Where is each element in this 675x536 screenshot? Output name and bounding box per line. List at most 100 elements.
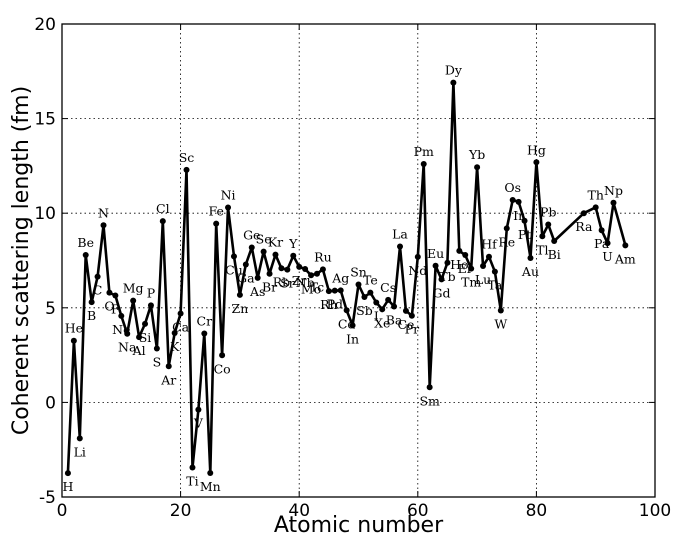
- point-label-Au: Au: [521, 264, 539, 279]
- data-point-Am: [622, 242, 629, 249]
- data-point-Pd: [331, 287, 338, 294]
- point-label-Re: Re: [498, 234, 515, 249]
- data-point-N: [100, 222, 107, 229]
- point-label-Np: Np: [604, 183, 623, 198]
- data-point-Sr: [284, 266, 291, 273]
- point-label-La: La: [392, 226, 408, 241]
- data-point-Sc: [183, 166, 190, 173]
- point-label-H: H: [62, 479, 73, 494]
- data-point-Ge: [248, 244, 255, 251]
- data-point-Pa: [598, 227, 605, 234]
- point-label-As: As: [249, 284, 265, 299]
- data-point-Cs: [385, 296, 392, 303]
- point-label-Eu: Eu: [427, 246, 444, 261]
- point-label-K: K: [170, 339, 180, 354]
- x-tick-label: 20: [170, 501, 192, 521]
- point-label-U: U: [602, 249, 613, 264]
- y-tick-label: 0: [45, 393, 56, 413]
- point-label-Tb: Tb: [439, 269, 455, 284]
- point-label-Y: Y: [288, 236, 298, 251]
- data-point-Ar: [165, 363, 172, 370]
- data-point-Rb: [278, 265, 285, 272]
- data-point-Ti: [189, 464, 196, 471]
- data-point-Hf: [485, 253, 492, 260]
- x-tick-label: 100: [639, 501, 671, 521]
- data-point-Se: [260, 248, 267, 255]
- data-point-S: [153, 345, 160, 352]
- point-label-Cd: Cd: [338, 316, 356, 331]
- data-point-Mo: [308, 272, 315, 279]
- data-point-Ce: [402, 307, 409, 314]
- data-point-Dy: [450, 79, 457, 86]
- data-point-Ho: [456, 247, 463, 254]
- data-point-B: [88, 299, 95, 306]
- point-label-Kr: Kr: [268, 235, 283, 250]
- data-point-Eu: [432, 262, 439, 269]
- data-point-Ra: [580, 210, 587, 217]
- data-point-Re: [503, 225, 510, 232]
- point-label-Rb: Rb: [273, 274, 290, 289]
- point-label-Al: Al: [132, 343, 146, 358]
- point-label-Hg: Hg: [527, 142, 546, 157]
- data-point-K: [171, 329, 178, 336]
- point-label-Pt: Pt: [518, 227, 531, 242]
- point-label-Sc: Sc: [179, 150, 195, 165]
- point-label-Ce: Ce: [397, 317, 414, 332]
- point-label-I: I: [374, 309, 379, 324]
- data-point-Cu: [230, 253, 237, 260]
- point-label-Pa: Pa: [594, 236, 610, 251]
- data-point-Ca: [177, 310, 184, 317]
- data-point-C: [94, 273, 101, 280]
- point-label-In: In: [346, 331, 359, 346]
- y-tick-label: 20: [34, 15, 56, 35]
- data-point-Hg: [533, 159, 540, 166]
- data-point-P: [147, 302, 154, 309]
- data-point-Rh: [325, 288, 332, 295]
- point-label-Sr: Sr: [280, 276, 295, 291]
- y-tick-label: -5: [39, 488, 56, 508]
- point-label-Rh: Rh: [320, 297, 337, 312]
- data-point-Ta: [491, 268, 498, 275]
- point-label-Br: Br: [262, 280, 277, 295]
- point-label-O: O: [104, 299, 114, 314]
- x-axis-label: Atomic number: [274, 513, 444, 536]
- data-point-Lu: [480, 262, 487, 269]
- point-label-Dy: Dy: [445, 63, 463, 78]
- point-label-Ge: Ge: [243, 227, 260, 242]
- point-label-N: N: [98, 205, 109, 220]
- data-point-Kr: [272, 251, 279, 258]
- point-label-Mo: Mo: [301, 281, 321, 296]
- data-point-Ne: [118, 312, 125, 319]
- data-point-Er: [462, 252, 469, 259]
- data-point-Th: [592, 204, 599, 211]
- data-point-Pb: [545, 221, 552, 228]
- data-point-Nd: [414, 253, 421, 260]
- data-point-W: [497, 307, 504, 314]
- point-label-Ra: Ra: [575, 219, 593, 234]
- grid-layer: [62, 24, 655, 497]
- point-label-Cr: Cr: [197, 314, 213, 329]
- point-label-Lu: Lu: [475, 272, 491, 287]
- data-point-O: [106, 289, 113, 296]
- point-label-Pm: Pm: [414, 144, 434, 159]
- data-point-Fe: [213, 220, 220, 227]
- point-label-Li: Li: [74, 444, 86, 459]
- data-point-U: [604, 240, 611, 247]
- x-tick-label: 40: [288, 501, 310, 521]
- data-point-Yb: [474, 164, 481, 171]
- point-label-Pr: Pr: [405, 322, 419, 337]
- data-point-Sb: [361, 294, 368, 301]
- y-tick-label: 15: [34, 110, 56, 130]
- point-label-He: He: [65, 321, 83, 336]
- point-label-Nd: Nd: [408, 263, 427, 278]
- data-point-Br: [266, 270, 273, 277]
- data-point-Tl: [539, 233, 546, 240]
- point-label-Be: Be: [77, 235, 94, 250]
- data-point-Cl: [159, 218, 166, 225]
- data-point-F: [112, 292, 119, 299]
- y-axis-label: Coherent scattering length (fm): [9, 86, 34, 435]
- data-point-Ba: [391, 303, 398, 310]
- point-label-Tm: Tm: [461, 275, 481, 290]
- data-point-Cd: [343, 307, 350, 314]
